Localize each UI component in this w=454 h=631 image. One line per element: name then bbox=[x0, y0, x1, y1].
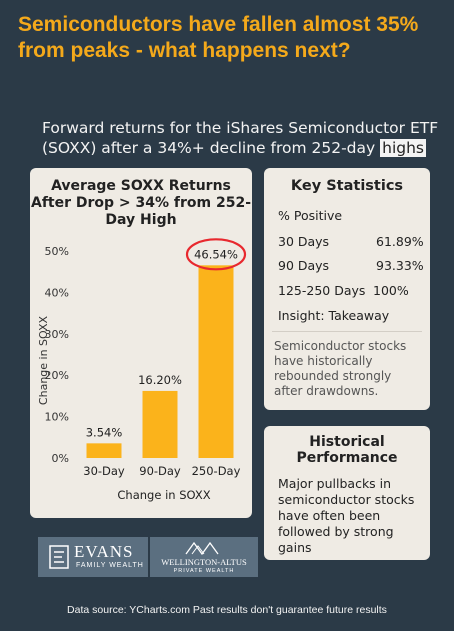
historical-performance-card: Historical Performance Major pullbacks i… bbox=[264, 426, 430, 560]
stats-row: 90 Days 93.33% bbox=[278, 258, 424, 273]
stats-row-value: 93.33% bbox=[376, 258, 424, 273]
y-tick-label: 50% bbox=[45, 245, 69, 258]
subtitle-highlight: highs bbox=[380, 139, 426, 157]
evans-logo-sub: FAMILY WEALTH bbox=[76, 562, 144, 569]
data-label: 3.54% bbox=[86, 425, 123, 439]
x-tick-label: 90-Day bbox=[139, 464, 181, 478]
stats-row: 125-250 Days 100% bbox=[278, 283, 409, 298]
y-tick-label: 20% bbox=[45, 369, 69, 382]
stats-note: Semiconductor stocks have historically r… bbox=[274, 339, 407, 398]
divider bbox=[272, 331, 422, 332]
chart-card: Average SOXX Returns After Drop > 34% fr… bbox=[30, 168, 252, 518]
historical-performance-text: Major pullbacks in semiconductor stocks … bbox=[278, 476, 415, 555]
evans-emblem-icon bbox=[49, 545, 69, 569]
key-statistics-card: Key Statistics % Positive 30 Days 61.89%… bbox=[264, 168, 430, 410]
chart-title: Average SOXX Returns After Drop > 34% fr… bbox=[30, 178, 252, 228]
evans-family-wealth-logo: EVANS FAMILY WEALTH bbox=[38, 537, 148, 577]
bar bbox=[142, 390, 178, 458]
stats-row: 30 Days 61.89% bbox=[278, 234, 424, 249]
wa-logo-main: WELLINGTON-ALTUS bbox=[161, 557, 247, 567]
stats-row-value: 100% bbox=[373, 283, 409, 298]
y-tick-label: 40% bbox=[45, 286, 69, 299]
x-tick-label: 250-Day bbox=[192, 464, 241, 478]
historical-performance-title: Historical Performance bbox=[296, 434, 398, 466]
stats-row-label: 30 Days bbox=[278, 234, 330, 249]
highlight-circle bbox=[185, 238, 247, 271]
y-tick-label: 30% bbox=[45, 328, 69, 341]
data-label: 16.20% bbox=[138, 373, 182, 387]
y-tick-label: 0% bbox=[52, 452, 69, 465]
footer-disclaimer: Data source: YCharts.com Past results do… bbox=[67, 604, 387, 616]
stats-row-label: 90 Days bbox=[278, 258, 330, 273]
y-axis-label: Change in SOXX bbox=[37, 315, 50, 405]
bar bbox=[198, 265, 234, 458]
wa-logo-sub: PRIVATE WEALTH bbox=[173, 568, 235, 574]
stats-insight: Insight: Takeaway bbox=[278, 308, 390, 323]
wellington-altus-logo: WELLINGTON-ALTUS PRIVATE WEALTH bbox=[150, 537, 258, 577]
stats-row-value: 61.89% bbox=[376, 234, 424, 249]
subtitle-text: Forward returns for the iShares Semicond… bbox=[42, 119, 439, 157]
key-statistics-title: Key Statistics bbox=[290, 178, 404, 194]
stats-row-label: 125-250 Days bbox=[278, 283, 366, 298]
x-tick-label: 30-Day bbox=[83, 464, 125, 478]
bar bbox=[86, 443, 122, 458]
x-axis-label: Change in SOXX bbox=[117, 488, 210, 502]
subtitle: Forward returns for the iShares Semicond… bbox=[42, 118, 442, 158]
y-tick-label: 10% bbox=[45, 411, 69, 424]
bar-chart: 0% 10% 20% 30% 40% 50% Change in SOXX 3.54% 30-D… bbox=[37, 238, 247, 502]
evans-logo-main: EVANS bbox=[74, 542, 134, 561]
stats-header: % Positive bbox=[278, 208, 343, 223]
headline: Semiconductors have fallen almost 35% fr… bbox=[18, 13, 419, 62]
wellington-altus-emblem-icon bbox=[185, 541, 219, 556]
data-label: 46.54% bbox=[194, 247, 238, 261]
